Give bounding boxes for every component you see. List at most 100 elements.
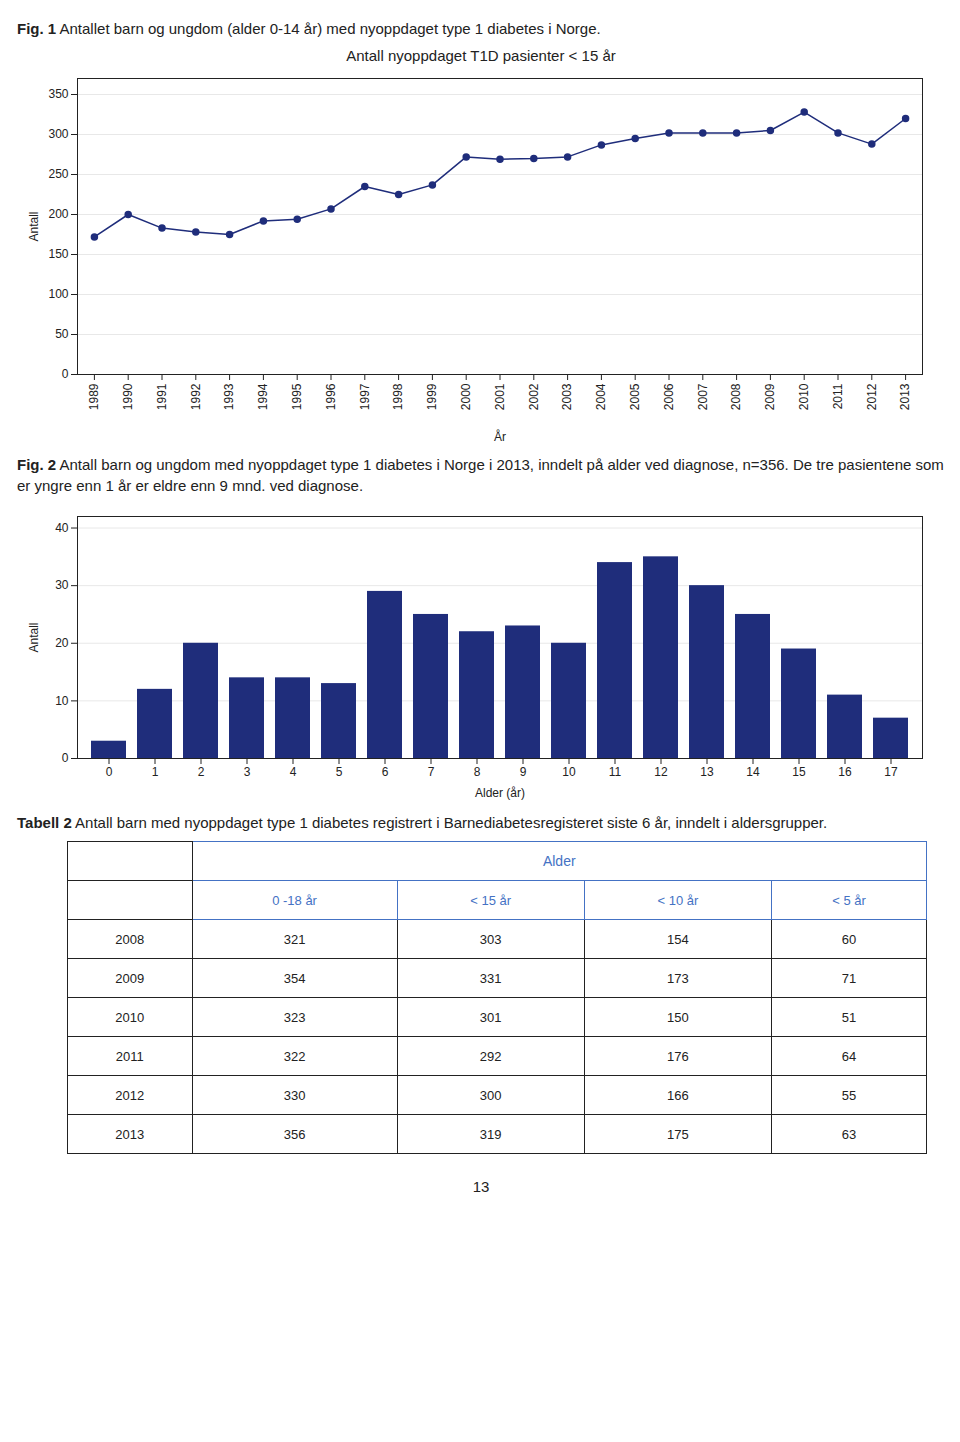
svg-text:10: 10: [562, 765, 576, 779]
svg-text:2005: 2005: [628, 383, 642, 410]
html-text:71: 71: [841, 970, 857, 986]
html-text:< 5 år: < 5 år: [832, 892, 866, 908]
html-text:354: 354: [283, 970, 306, 986]
html-text:Fig. 2 Antall barn og ungdom m: Fig. 2 Antall barn og ungdom med nyoppda…: [17, 456, 944, 494]
svg-text:7: 7: [428, 765, 435, 779]
svg-text:8: 8: [474, 765, 481, 779]
html-text:166: 166: [667, 1087, 689, 1103]
svg-text:1994: 1994: [256, 383, 270, 410]
html-text:2012: 2012: [115, 1087, 145, 1103]
html-text:175: 175: [667, 1126, 689, 1142]
html-text:Fig. 1 Antallet barn og ungdom: Fig. 1 Antallet barn og ungdom (alder 0-…: [17, 20, 601, 37]
html-text:2011: 2011: [115, 1048, 144, 1064]
svg-text:11: 11: [609, 765, 622, 779]
svg-text:13: 13: [700, 765, 714, 779]
svg-text:1998: 1998: [391, 383, 405, 410]
svg-text:2007: 2007: [696, 383, 710, 410]
svg-text:9: 9: [520, 765, 527, 779]
svg-text:2006: 2006: [662, 383, 676, 410]
html-text:< 15 år: < 15 år: [470, 892, 512, 908]
html-text:13: 13: [472, 1178, 490, 1195]
svg-text:16: 16: [838, 765, 852, 779]
svg-text:17: 17: [884, 765, 898, 779]
html-text:331: 331: [479, 970, 502, 986]
html-text:319: 319: [479, 1126, 502, 1142]
html-text:356: 356: [283, 1126, 306, 1142]
svg-text:6: 6: [382, 765, 389, 779]
svg-text:50: 50: [55, 327, 69, 341]
svg-text:1995: 1995: [290, 383, 304, 410]
html-text:51: 51: [841, 1009, 857, 1025]
svg-text:Antall: Antall: [27, 211, 41, 241]
svg-text:100: 100: [48, 287, 68, 301]
svg-text:12: 12: [654, 765, 668, 779]
html-text:292: 292: [479, 1048, 502, 1064]
svg-text:10: 10: [55, 694, 69, 708]
svg-text:1999: 1999: [425, 383, 439, 410]
html-text:2010: 2010: [115, 1009, 145, 1025]
svg-text:1990: 1990: [121, 383, 135, 410]
html-text:173: 173: [667, 970, 689, 986]
svg-text:1991: 1991: [155, 383, 169, 410]
html-text:64: 64: [841, 1048, 857, 1064]
html-text:2013: 2013: [115, 1126, 145, 1142]
svg-text:200: 200: [48, 207, 68, 221]
svg-text:30: 30: [55, 578, 69, 592]
svg-text:2010: 2010: [797, 383, 811, 410]
svg-text:2003: 2003: [560, 383, 574, 410]
html-text:321: 321: [283, 931, 306, 947]
html-text:323: 323: [283, 1009, 306, 1025]
svg-text:350: 350: [48, 87, 68, 101]
html-text:330: 330: [283, 1087, 306, 1103]
svg-text:250: 250: [48, 167, 68, 181]
svg-text:4: 4: [290, 765, 297, 779]
svg-text:20: 20: [55, 636, 69, 650]
svg-text:2: 2: [198, 765, 205, 779]
svg-text:1993: 1993: [222, 383, 236, 410]
svg-text:150: 150: [48, 247, 68, 261]
svg-text:14: 14: [746, 765, 760, 779]
svg-text:2001: 2001: [493, 383, 507, 410]
svg-text:40: 40: [55, 521, 69, 535]
html-text:303: 303: [479, 931, 502, 947]
html-text:Alder: Alder: [542, 853, 576, 869]
svg-text:5: 5: [336, 765, 343, 779]
html-text:2009: 2009: [115, 970, 145, 986]
svg-text:0: 0: [62, 367, 69, 381]
svg-text:2000: 2000: [459, 383, 473, 410]
svg-text:3: 3: [244, 765, 251, 779]
html-text:301: 301: [479, 1009, 502, 1025]
svg-text:Antall: Antall: [27, 622, 41, 652]
svg-text:300: 300: [48, 127, 68, 141]
html-text:Tabell 2 Antall barn med nyopp: Tabell 2 Antall barn med nyoppdaget type…: [17, 814, 828, 831]
html-text:< 10 år: < 10 år: [657, 892, 699, 908]
svg-text:15: 15: [792, 765, 806, 779]
svg-text:År: År: [494, 429, 506, 444]
svg-text:1: 1: [152, 765, 159, 779]
svg-text:1996: 1996: [324, 383, 338, 410]
html-text:Antall nyoppdaget T1D pasiente: Antall nyoppdaget T1D pasienter < 15 år: [346, 47, 616, 64]
svg-text:1997: 1997: [358, 383, 372, 410]
svg-text:0: 0: [62, 751, 69, 765]
html-text:2008: 2008: [115, 931, 145, 947]
svg-text:1989: 1989: [87, 383, 101, 410]
html-text:300: 300: [479, 1087, 502, 1103]
html-text:154: 154: [667, 931, 689, 947]
svg-text:0: 0: [106, 765, 113, 779]
html-text:60: 60: [841, 931, 857, 947]
html-text:150: 150: [667, 1009, 689, 1025]
html-text:176: 176: [667, 1048, 689, 1064]
svg-text:2004: 2004: [594, 383, 608, 410]
svg-text:Alder (år): Alder (år): [475, 786, 525, 800]
html-text:0 -18 år: 0 -18 år: [272, 892, 317, 908]
svg-text:2011: 2011: [831, 383, 845, 409]
html-text:63: 63: [841, 1126, 857, 1142]
html-text:322: 322: [283, 1048, 306, 1064]
svg-text:2008: 2008: [729, 383, 743, 410]
html-text:55: 55: [841, 1087, 857, 1103]
svg-text:2009: 2009: [763, 383, 777, 410]
svg-text:1992: 1992: [189, 383, 203, 410]
svg-text:2012: 2012: [865, 383, 879, 410]
svg-text:2013: 2013: [898, 383, 912, 410]
svg-text:2002: 2002: [527, 383, 541, 410]
